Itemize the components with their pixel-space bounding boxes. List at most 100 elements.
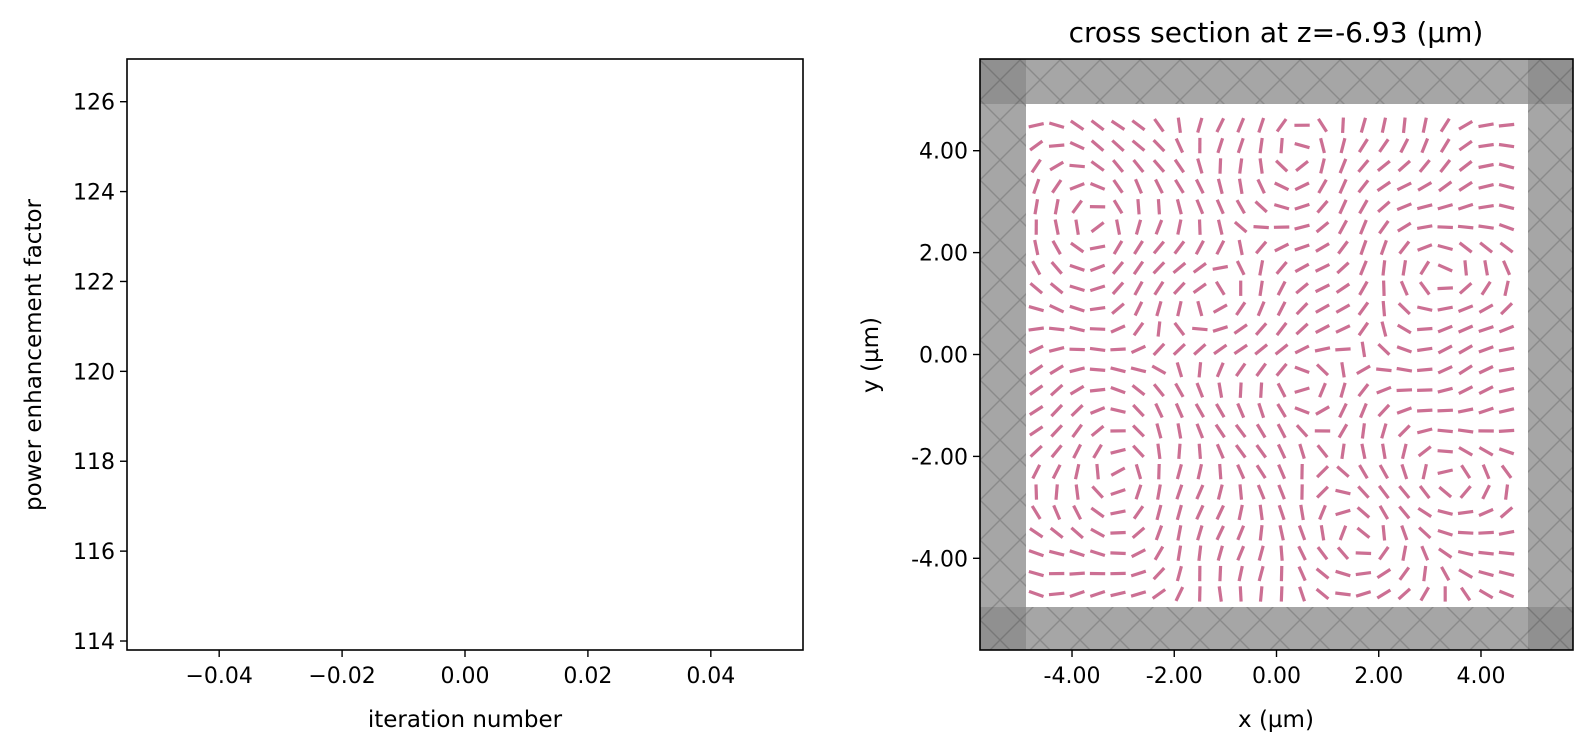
field-segment	[1340, 443, 1346, 460]
field-segment	[1233, 343, 1248, 356]
field-segment	[1195, 484, 1205, 500]
field-segment	[1437, 468, 1454, 475]
field-segment	[1069, 325, 1085, 333]
field-segment	[1498, 182, 1515, 190]
field-segment	[1110, 466, 1126, 477]
field-segment	[1437, 286, 1453, 291]
field-segment	[1175, 198, 1183, 215]
field-segment	[1214, 423, 1226, 439]
field-segment	[1498, 529, 1515, 536]
field-segment	[1357, 383, 1370, 398]
field-segment	[1254, 200, 1268, 214]
field-segment	[1175, 504, 1183, 521]
right-y-tick-label: 0.00	[919, 344, 968, 369]
field-segment	[1294, 344, 1310, 355]
field-segment	[1358, 464, 1369, 480]
field-segment	[1437, 408, 1453, 413]
field-segment	[1400, 443, 1408, 460]
field-segment	[1133, 301, 1144, 317]
field-segment	[1335, 488, 1351, 496]
field-segment	[1498, 407, 1515, 414]
field-segment	[1175, 565, 1183, 582]
field-segment	[1212, 325, 1229, 333]
field-segment	[1049, 303, 1065, 314]
field-segment	[1213, 343, 1228, 356]
field-segment	[1379, 239, 1388, 256]
field-segment	[1295, 159, 1310, 173]
field-segment	[1156, 484, 1162, 500]
field-segment	[1153, 280, 1165, 296]
field-segment	[1459, 586, 1472, 602]
field-segment	[1051, 464, 1062, 480]
field-segment	[1215, 443, 1225, 460]
field-segment	[1319, 158, 1326, 174]
field-segment	[1314, 263, 1331, 273]
field-segment	[1090, 424, 1105, 438]
field-segment	[1071, 423, 1083, 439]
left-y-tick-label: 126	[73, 91, 115, 116]
field-segment	[1074, 484, 1080, 500]
field-segment	[1457, 530, 1474, 535]
field-segment	[1399, 138, 1410, 154]
field-segment	[1338, 402, 1348, 419]
field-segment	[1335, 324, 1351, 334]
field-segment	[1417, 243, 1433, 252]
field-segment	[1112, 199, 1124, 215]
field-segment	[1049, 160, 1065, 172]
field-segment	[1174, 137, 1185, 154]
right-y-tick-label: 2.00	[919, 242, 968, 267]
right-y-axis: -4.00 -2.00 0.00 2.00 4.00	[911, 140, 980, 572]
field-segment	[1279, 137, 1284, 154]
field-segment	[1029, 282, 1044, 295]
field-segment	[1175, 361, 1184, 378]
field-segment	[1238, 158, 1244, 174]
field-segment	[1172, 261, 1187, 275]
field-segment	[1498, 324, 1515, 334]
field-segment	[1438, 485, 1453, 499]
field-segment	[1359, 260, 1368, 276]
field-segment	[1294, 142, 1310, 150]
field-segment	[1478, 204, 1494, 210]
field-segment	[1357, 321, 1370, 337]
field-segment	[1174, 402, 1184, 419]
field-segment	[1028, 344, 1044, 355]
field-segment	[1176, 219, 1183, 235]
right-x-axis: -4.00 -2.00 0.00 2.00 4.00	[1044, 650, 1505, 689]
field-segment	[1089, 589, 1106, 598]
field-segment	[1458, 446, 1474, 457]
field-segment	[1257, 565, 1265, 582]
field-segment	[1478, 303, 1494, 314]
field-segment	[1273, 203, 1290, 211]
field-segment	[1276, 301, 1287, 317]
field-segment	[1297, 565, 1307, 582]
field-segment	[1377, 484, 1390, 500]
field-segment	[1110, 447, 1126, 455]
field-segment	[1195, 423, 1205, 439]
field-segment	[1315, 363, 1330, 377]
field-segment	[1193, 343, 1207, 356]
field-segment	[1176, 117, 1182, 134]
field-segment	[1028, 364, 1044, 376]
field-segment	[1110, 119, 1126, 131]
field-segment	[1356, 364, 1371, 375]
field-segment	[1478, 142, 1494, 149]
field-segment	[1315, 303, 1330, 314]
field-segment	[1069, 366, 1085, 374]
field-segment	[1458, 160, 1473, 172]
field-segment	[1294, 262, 1310, 274]
left-plot-background	[127, 59, 803, 650]
field-segment	[1299, 504, 1305, 521]
field-segment	[1029, 527, 1044, 539]
field-segment	[1399, 280, 1409, 296]
field-segment	[1070, 404, 1084, 418]
left-x-tick-label: −0.02	[308, 664, 375, 689]
field-segment	[1176, 300, 1183, 317]
field-segment	[1132, 321, 1145, 337]
field-segment	[1069, 384, 1085, 396]
pml-corner-top-right	[1528, 59, 1573, 104]
field-segment	[1458, 139, 1473, 152]
field-segment	[1337, 219, 1349, 235]
field-segment	[1359, 239, 1368, 256]
field-segment	[1458, 344, 1474, 355]
field-segment	[1074, 219, 1080, 235]
